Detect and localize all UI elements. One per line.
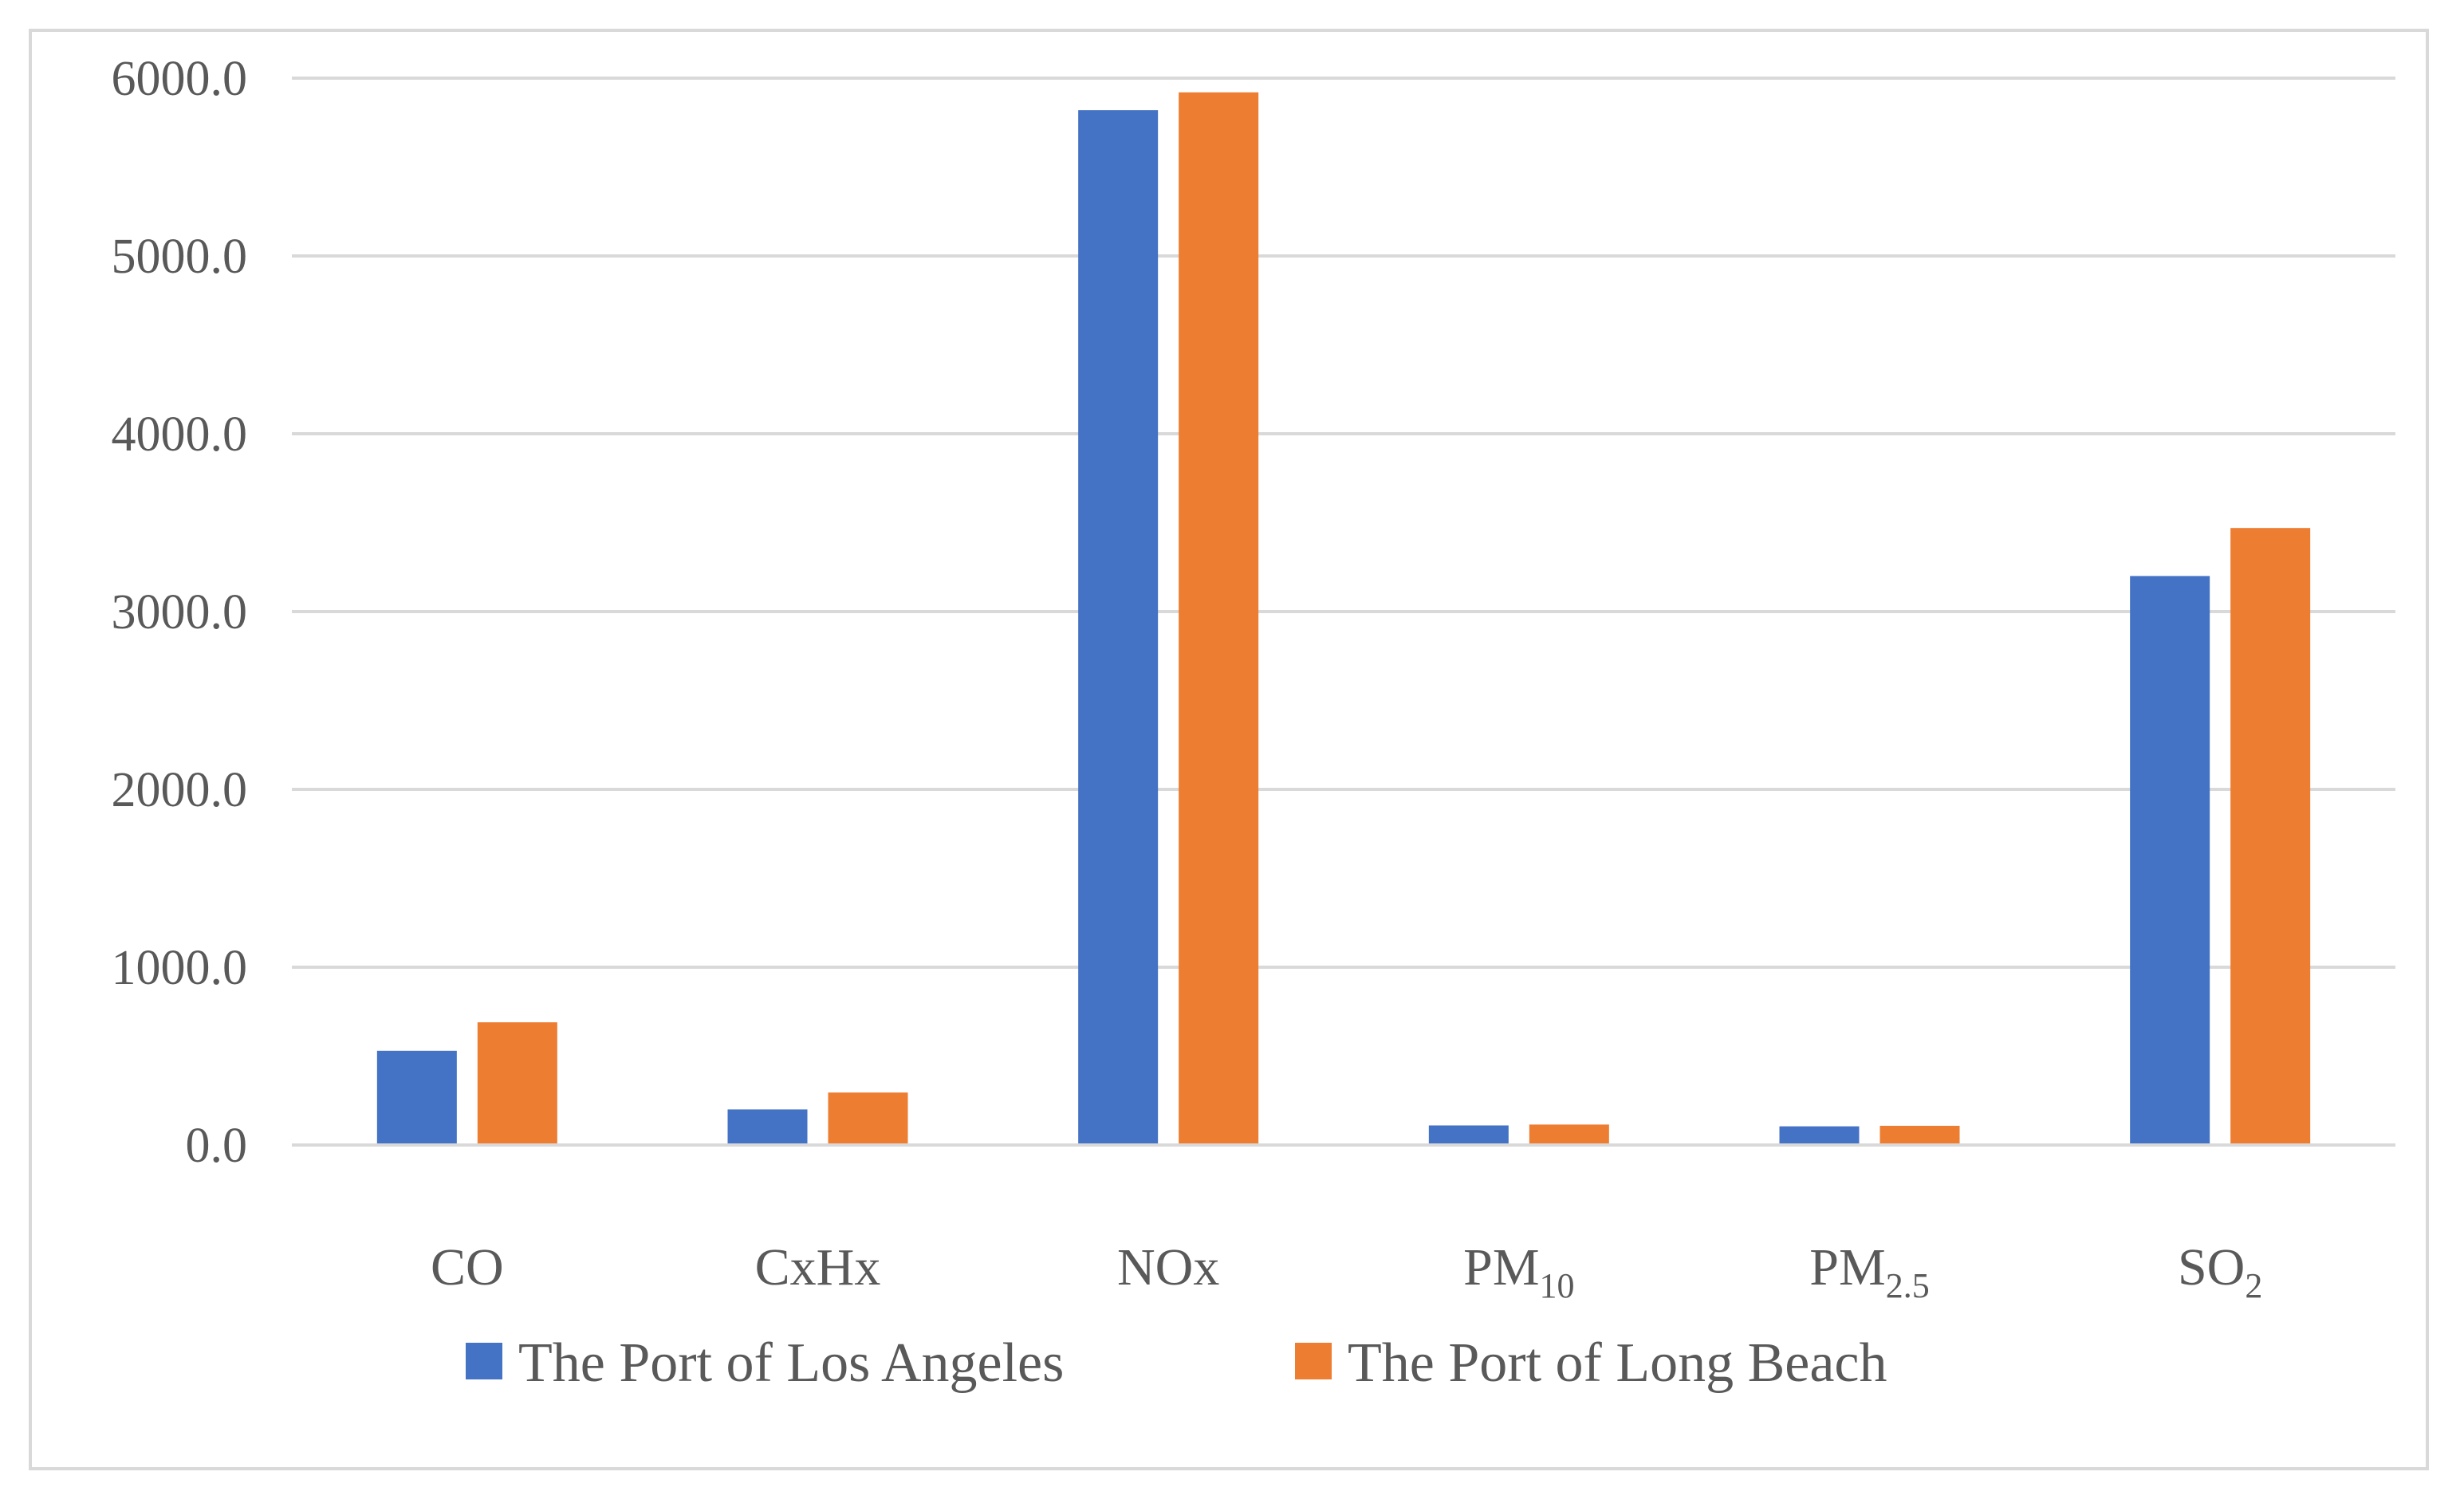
x-category-label: CO xyxy=(431,1238,504,1296)
bar xyxy=(1529,1124,1609,1145)
bar xyxy=(2230,528,2311,1145)
bar xyxy=(477,1022,557,1145)
category-subscript-text: 2.5 xyxy=(1886,1266,1930,1305)
x-category-label: NOx xyxy=(1117,1238,1219,1296)
category-base-text: PM xyxy=(1463,1238,1539,1296)
x-category-label: PM2.5 xyxy=(1809,1238,1929,1305)
gridlines xyxy=(292,77,2395,969)
bar xyxy=(1179,92,1259,1146)
y-tick-label: 4000.0 xyxy=(112,407,248,462)
x-category-label: CxHx xyxy=(755,1238,881,1296)
x-category-label: SO2 xyxy=(2178,1238,2262,1305)
bar xyxy=(376,1050,457,1145)
category-subscript-text: 10 xyxy=(1540,1266,1575,1305)
chart-frame: 0.0 1000.0 2000.0 3000.0 4000.0 5000.0 6000.0 … xyxy=(29,29,2429,1470)
bar xyxy=(1428,1125,1509,1145)
category-base-text: NOx xyxy=(1117,1238,1219,1296)
category-base-text: PM xyxy=(1809,1238,1885,1296)
y-axis-tick-labels: 0.0 1000.0 2000.0 3000.0 4000.0 5000.0 6000.0 xyxy=(112,52,248,1173)
y-tick-label: 3000.0 xyxy=(112,585,248,639)
bar xyxy=(727,1109,808,1145)
category-subscript-text: 2 xyxy=(2245,1266,2262,1305)
y-tick-label: 1000.0 xyxy=(112,941,248,995)
bar xyxy=(1779,1126,1860,1145)
y-tick-label: 2000.0 xyxy=(112,763,248,817)
bar xyxy=(1879,1125,1960,1145)
bar xyxy=(1078,110,1159,1145)
legend-label: The Port of Long Beach xyxy=(1348,1332,1887,1394)
bars xyxy=(376,92,2311,1146)
x-category-label: PM10 xyxy=(1463,1238,1574,1305)
legend-swatch xyxy=(1295,1343,1332,1379)
y-tick-label: 6000.0 xyxy=(112,52,248,106)
category-base-text: CxHx xyxy=(755,1238,881,1296)
y-tick-label: 5000.0 xyxy=(112,230,248,284)
category-base-text: CO xyxy=(431,1238,504,1296)
bar-chart: 0.01000.02000.03000.04000.05000.06000.0 … xyxy=(112,52,2395,1394)
bar xyxy=(828,1092,908,1145)
legend-swatch xyxy=(466,1343,502,1379)
legend-label: The Port of Los Angeles xyxy=(518,1332,1064,1394)
category-base-text: SO xyxy=(2178,1238,2245,1296)
y-tick-label: 0.0 xyxy=(186,1119,248,1173)
bar xyxy=(2130,576,2210,1145)
legend: The Port of Los Angeles The Port of Long … xyxy=(466,1332,1887,1394)
x-axis-category-labels: CO CxHx NOx PM10 PM2.5 SO2 xyxy=(431,1238,2262,1305)
